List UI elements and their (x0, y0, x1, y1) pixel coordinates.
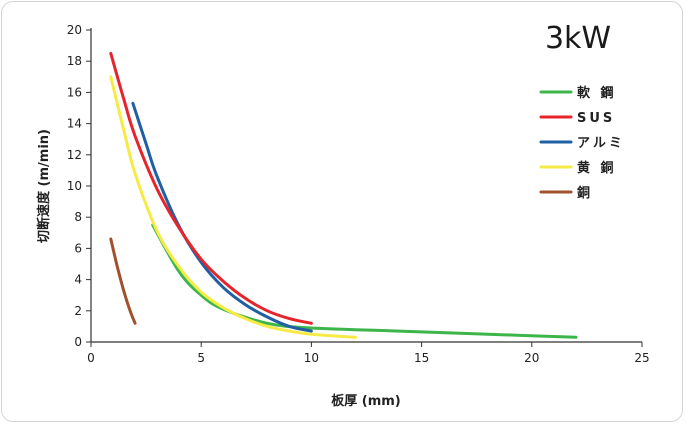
y-tick-label: 14 (67, 117, 82, 131)
series-lines (109, 51, 578, 339)
y-tick-label: 8 (74, 210, 82, 224)
series-line-2 (131, 101, 313, 333)
x-axis-label: 板厚 (mm) (331, 393, 401, 409)
y-tick-label: 2 (74, 304, 82, 318)
x-tick-label: 15 (414, 351, 429, 365)
x-tick-label: 10 (304, 351, 319, 365)
legend-label: 軟 鋼 (577, 85, 617, 101)
series-line-3 (109, 75, 357, 339)
y-tick-label: 20 (67, 23, 82, 37)
axes: 0 5 10 15 20 25 0 2 4 6 8 10 12 14 16 18 20 (67, 23, 650, 365)
y-tick-label: 4 (74, 273, 82, 287)
series-line-1 (109, 51, 313, 325)
y-tick-label: 10 (67, 179, 82, 193)
x-tick-label: 0 (87, 351, 95, 365)
y-axis-label: 切断速度 (m/min) (36, 129, 52, 243)
x-tick-label: 20 (524, 351, 539, 365)
legend-label: アルミ (577, 136, 625, 151)
chart-title: 3kW (545, 21, 611, 56)
series-line-0 (151, 223, 578, 339)
x-tick-label: 25 (634, 351, 649, 365)
y-tick-label: 18 (67, 54, 82, 68)
y-tick-label: 0 (74, 335, 82, 349)
y-tick-label: 6 (74, 241, 82, 255)
series-line-4 (109, 237, 137, 325)
y-tick-label: 16 (67, 85, 82, 99)
legend-label: SUS (577, 111, 615, 126)
legend-label: 銅 (577, 185, 593, 201)
legend-label: 黄 銅 (577, 160, 617, 176)
y-tick-label: 12 (67, 148, 82, 162)
x-tick-label: 5 (197, 351, 205, 365)
